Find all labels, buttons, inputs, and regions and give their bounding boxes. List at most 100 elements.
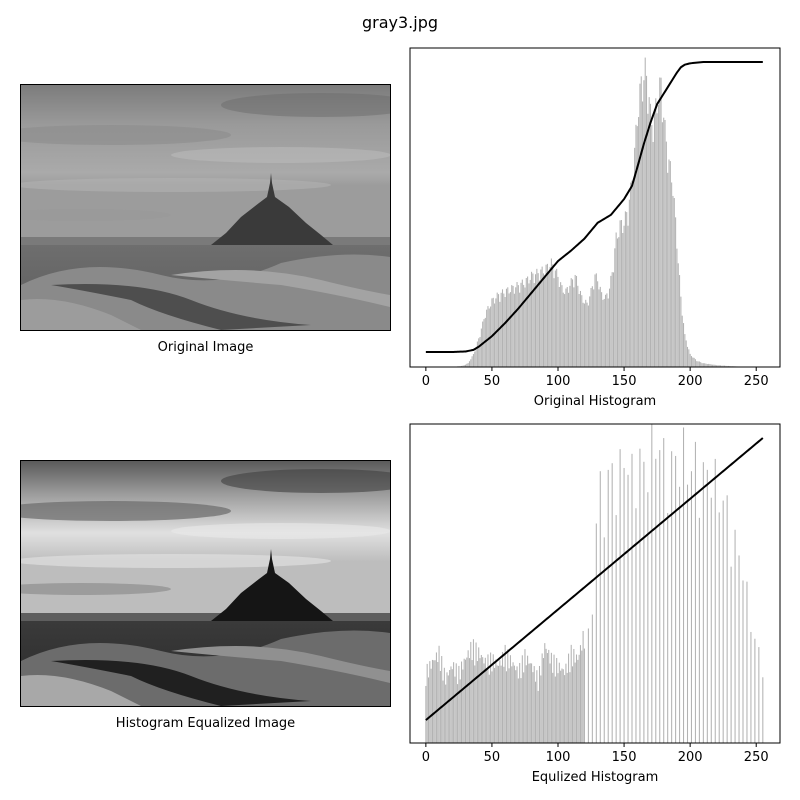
histogram-bar: [597, 281, 599, 367]
histogram-bar: [710, 364, 712, 367]
histogram-bar: [688, 349, 690, 367]
histogram-bar: [480, 328, 482, 367]
original-image-label: Original Image: [157, 340, 254, 355]
histogram-bar: [638, 117, 640, 367]
histogram-bar: [562, 292, 564, 367]
histogram-bar: [642, 101, 644, 367]
histogram-bar: [622, 232, 624, 367]
histogram-bar: [524, 287, 526, 367]
histogram-bar: [568, 292, 570, 367]
histogram-bar: [528, 283, 530, 367]
histogram-bar: [723, 365, 726, 367]
histogram-bar: [462, 365, 464, 367]
histogram-bar: [669, 161, 671, 367]
histogram-bar: [538, 280, 541, 367]
histogram-bar: [722, 365, 724, 367]
histogram-bar: [589, 296, 591, 367]
histogram-bar: [684, 334, 686, 367]
histogram-bar: [505, 288, 507, 367]
histogram-bar: [720, 365, 722, 367]
equalized-image: [20, 460, 391, 707]
histogram-bar: [504, 296, 506, 367]
histogram-bar: [544, 274, 546, 367]
histogram-bar: [546, 263, 548, 367]
histogram-bar: [634, 147, 636, 367]
histogram-bar: [607, 298, 609, 367]
histogram-bar: [602, 299, 604, 367]
histogram-bar: [700, 362, 702, 367]
histogram-bar: [542, 273, 544, 367]
histogram-bar: [503, 293, 505, 367]
histogram-bar: [501, 289, 504, 367]
histogram-bar: [532, 273, 534, 367]
x-tick-label: 0: [422, 374, 430, 389]
histogram-bar: [472, 354, 474, 367]
histogram-bar: [705, 363, 707, 367]
histogram-bar: [509, 292, 511, 367]
histogram-bar: [690, 356, 692, 367]
histogram-bar: [643, 80, 645, 368]
histogram-bar: [609, 288, 611, 367]
histogram-bar: [665, 141, 667, 367]
histogram-bar: [463, 365, 465, 367]
histogram-bar: [470, 359, 472, 367]
histogram-bar: [598, 289, 600, 367]
histogram-bar: [513, 293, 515, 367]
histogram-bar: [507, 287, 509, 367]
histogram-bar: [701, 363, 703, 367]
histogram-bar: [517, 285, 519, 367]
histogram-bar: [577, 285, 579, 367]
histogram-bar: [714, 364, 716, 367]
histogram-bar: [653, 109, 655, 368]
equalized-photo: [21, 461, 390, 706]
histogram-bar: [698, 361, 700, 367]
histogram-bar: [696, 361, 698, 367]
histogram-bar: [605, 294, 607, 367]
histogram-bar: [610, 275, 612, 367]
histogram-bar: [500, 292, 502, 367]
histogram-bar: [652, 141, 654, 367]
x-tick-label: 100: [546, 374, 571, 389]
histogram-bar: [581, 295, 583, 367]
histogram-bar: [664, 119, 666, 368]
histogram-bar: [552, 264, 554, 367]
histogram-bar: [553, 278, 555, 367]
histogram-bar: [623, 225, 625, 367]
histogram-bar: [626, 212, 628, 367]
histogram-bar: [615, 232, 617, 367]
histogram-bar: [471, 356, 473, 367]
equalized-image-label: Histogram Equalized Image: [115, 716, 296, 731]
histogram-bar: [529, 279, 531, 367]
histogram-bar: [683, 323, 685, 367]
histogram-bar: [628, 199, 630, 367]
histogram-bar: [511, 285, 513, 367]
histogram-bar: [681, 315, 683, 367]
histogram-bar: [685, 340, 687, 367]
plot-frame: [409, 47, 781, 368]
histogram-bar: [601, 292, 603, 367]
histogram-bar: [624, 211, 626, 367]
cdf-line: [425, 61, 763, 353]
histogram-bar: [467, 363, 469, 367]
histogram-bar: [671, 182, 673, 367]
histogram-bar: [486, 309, 488, 367]
histogram-bar: [619, 220, 621, 367]
histogram-bar: [531, 271, 533, 367]
x-tick-label: 50: [484, 374, 501, 389]
histogram-bar: [639, 83, 641, 368]
histogram-bar: [620, 219, 622, 367]
histogram-bar: [673, 198, 675, 367]
histogram-bar: [725, 365, 727, 367]
histogram-bar: [578, 294, 580, 367]
histogram-bar: [573, 287, 575, 367]
histogram-bar: [512, 285, 514, 367]
histogram-bar: [466, 363, 468, 367]
histogram-bar: [590, 287, 592, 367]
x-tick-label: 150: [612, 374, 637, 389]
histogram-bar: [520, 282, 522, 367]
original-image: [20, 84, 391, 331]
histogram-bar: [713, 364, 715, 367]
histogram-bar: [464, 364, 467, 367]
histogram-bar: [616, 238, 618, 367]
histogram-bar: [540, 269, 542, 367]
